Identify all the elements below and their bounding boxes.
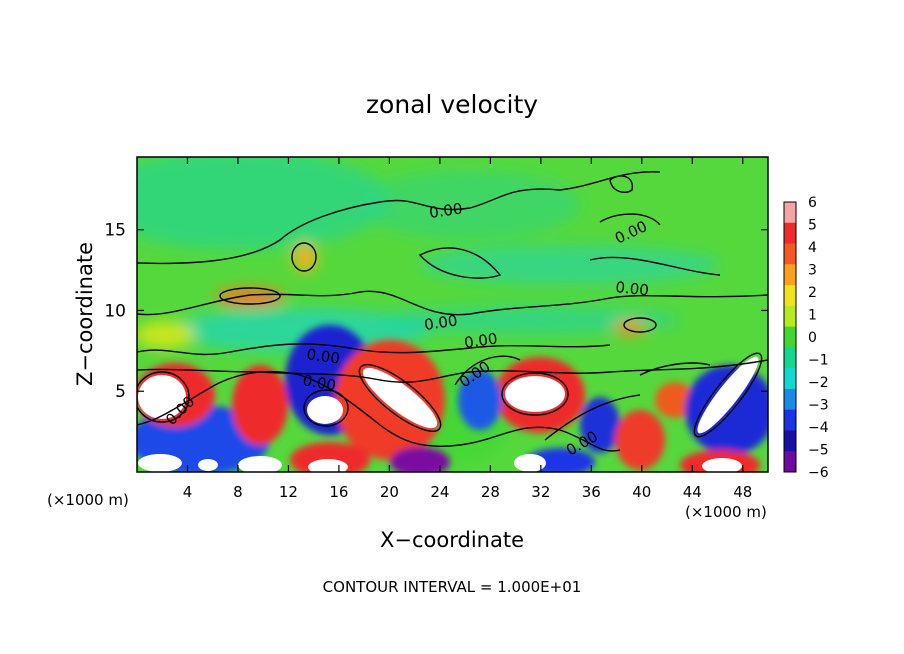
plot-frame bbox=[136, 156, 769, 473]
colorbar-label: 6 bbox=[808, 195, 817, 211]
colorbar-swatch bbox=[784, 326, 796, 348]
colorbar: 6 5 4 3 2 1 0 −1 −2 −3 −4 −5 −6 bbox=[783, 195, 829, 481]
x-tick-label: 24 bbox=[430, 483, 449, 501]
x-tick-label: 40 bbox=[632, 483, 651, 501]
colorbar-swatch bbox=[784, 409, 796, 431]
colorbar-swatch bbox=[784, 243, 796, 265]
chart-title: zonal velocity bbox=[366, 90, 538, 119]
colorbar-label: 2 bbox=[808, 285, 817, 301]
x-unit-right: (×1000 m) bbox=[685, 503, 767, 521]
x-tick-label: 44 bbox=[683, 483, 702, 501]
x-axis: 4 8 12 16 20 24 28 32 36 40 44 48 bbox=[183, 157, 752, 501]
colorbar-swatch bbox=[784, 430, 796, 452]
y-tick-label: 10 bbox=[104, 301, 126, 321]
colorbar-swatch bbox=[784, 222, 796, 244]
colorbar-swatch bbox=[784, 305, 796, 328]
colorbar-label: 0 bbox=[808, 330, 817, 346]
colorbar-label: −5 bbox=[808, 443, 829, 459]
colorbar-swatch bbox=[784, 368, 796, 390]
y-axis-label: Z−coordinate bbox=[73, 242, 97, 386]
contour-interval-note: CONTOUR INTERVAL = 1.000E+01 bbox=[323, 578, 582, 596]
colorbar-label: 3 bbox=[808, 263, 817, 279]
x-unit-left: (×1000 m) bbox=[47, 491, 129, 509]
colorbar-swatch bbox=[784, 264, 796, 286]
colorbar-swatch bbox=[784, 202, 796, 224]
velocity-field bbox=[137, 157, 768, 472]
contour-label: 0.00 bbox=[301, 371, 337, 395]
contour-label: 0.00 bbox=[428, 199, 464, 221]
x-tick-label: 32 bbox=[531, 483, 550, 501]
colorbar-swatch bbox=[784, 451, 796, 473]
contour-label: 0.00 bbox=[423, 311, 459, 333]
colorbar-swatch bbox=[784, 388, 796, 411]
x-tick-label: 12 bbox=[279, 483, 298, 501]
contour-label: 0.00 bbox=[615, 278, 650, 299]
colorbar-swatch bbox=[784, 347, 796, 369]
colorbar-label: −2 bbox=[808, 375, 829, 391]
colorbar-label: −1 bbox=[808, 353, 829, 369]
colorbar-label: 5 bbox=[808, 218, 817, 234]
y-tick-label: 15 bbox=[104, 221, 126, 241]
colorbar-swatch bbox=[784, 285, 796, 307]
colorbar-label: 4 bbox=[808, 240, 817, 256]
x-tick-label: 4 bbox=[183, 483, 193, 501]
colorbar-label: −6 bbox=[808, 465, 829, 481]
x-tick-label: 48 bbox=[733, 483, 752, 501]
colorbar-frame bbox=[783, 201, 797, 473]
y-axis: 5 10 15 bbox=[104, 221, 768, 402]
x-tick-label: 8 bbox=[233, 483, 243, 501]
x-tick-label: 16 bbox=[329, 483, 348, 501]
colorbar-label: −4 bbox=[808, 420, 829, 436]
x-tick-label: 28 bbox=[481, 483, 500, 501]
y-tick-label: 5 bbox=[115, 382, 126, 402]
colorbar-label: −3 bbox=[808, 398, 829, 414]
x-axis-label: X−coordinate bbox=[380, 528, 524, 552]
x-tick-label: 36 bbox=[582, 483, 601, 501]
contour-label: 0.00 bbox=[305, 345, 341, 367]
x-tick-label: 20 bbox=[380, 483, 399, 501]
colorbar-label: 1 bbox=[808, 308, 817, 324]
contour-label: 0.00 bbox=[463, 329, 499, 351]
